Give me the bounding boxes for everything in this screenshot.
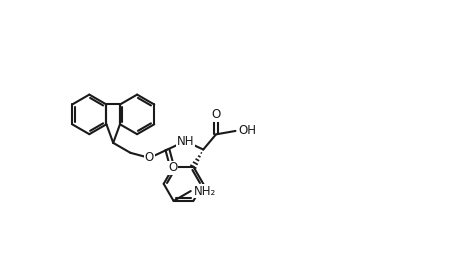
Text: O: O xyxy=(212,108,221,121)
Text: OH: OH xyxy=(238,124,257,138)
Text: NH₂: NH₂ xyxy=(194,185,216,197)
Text: O: O xyxy=(145,151,154,164)
Text: NH: NH xyxy=(177,135,194,148)
Text: O: O xyxy=(168,161,177,174)
